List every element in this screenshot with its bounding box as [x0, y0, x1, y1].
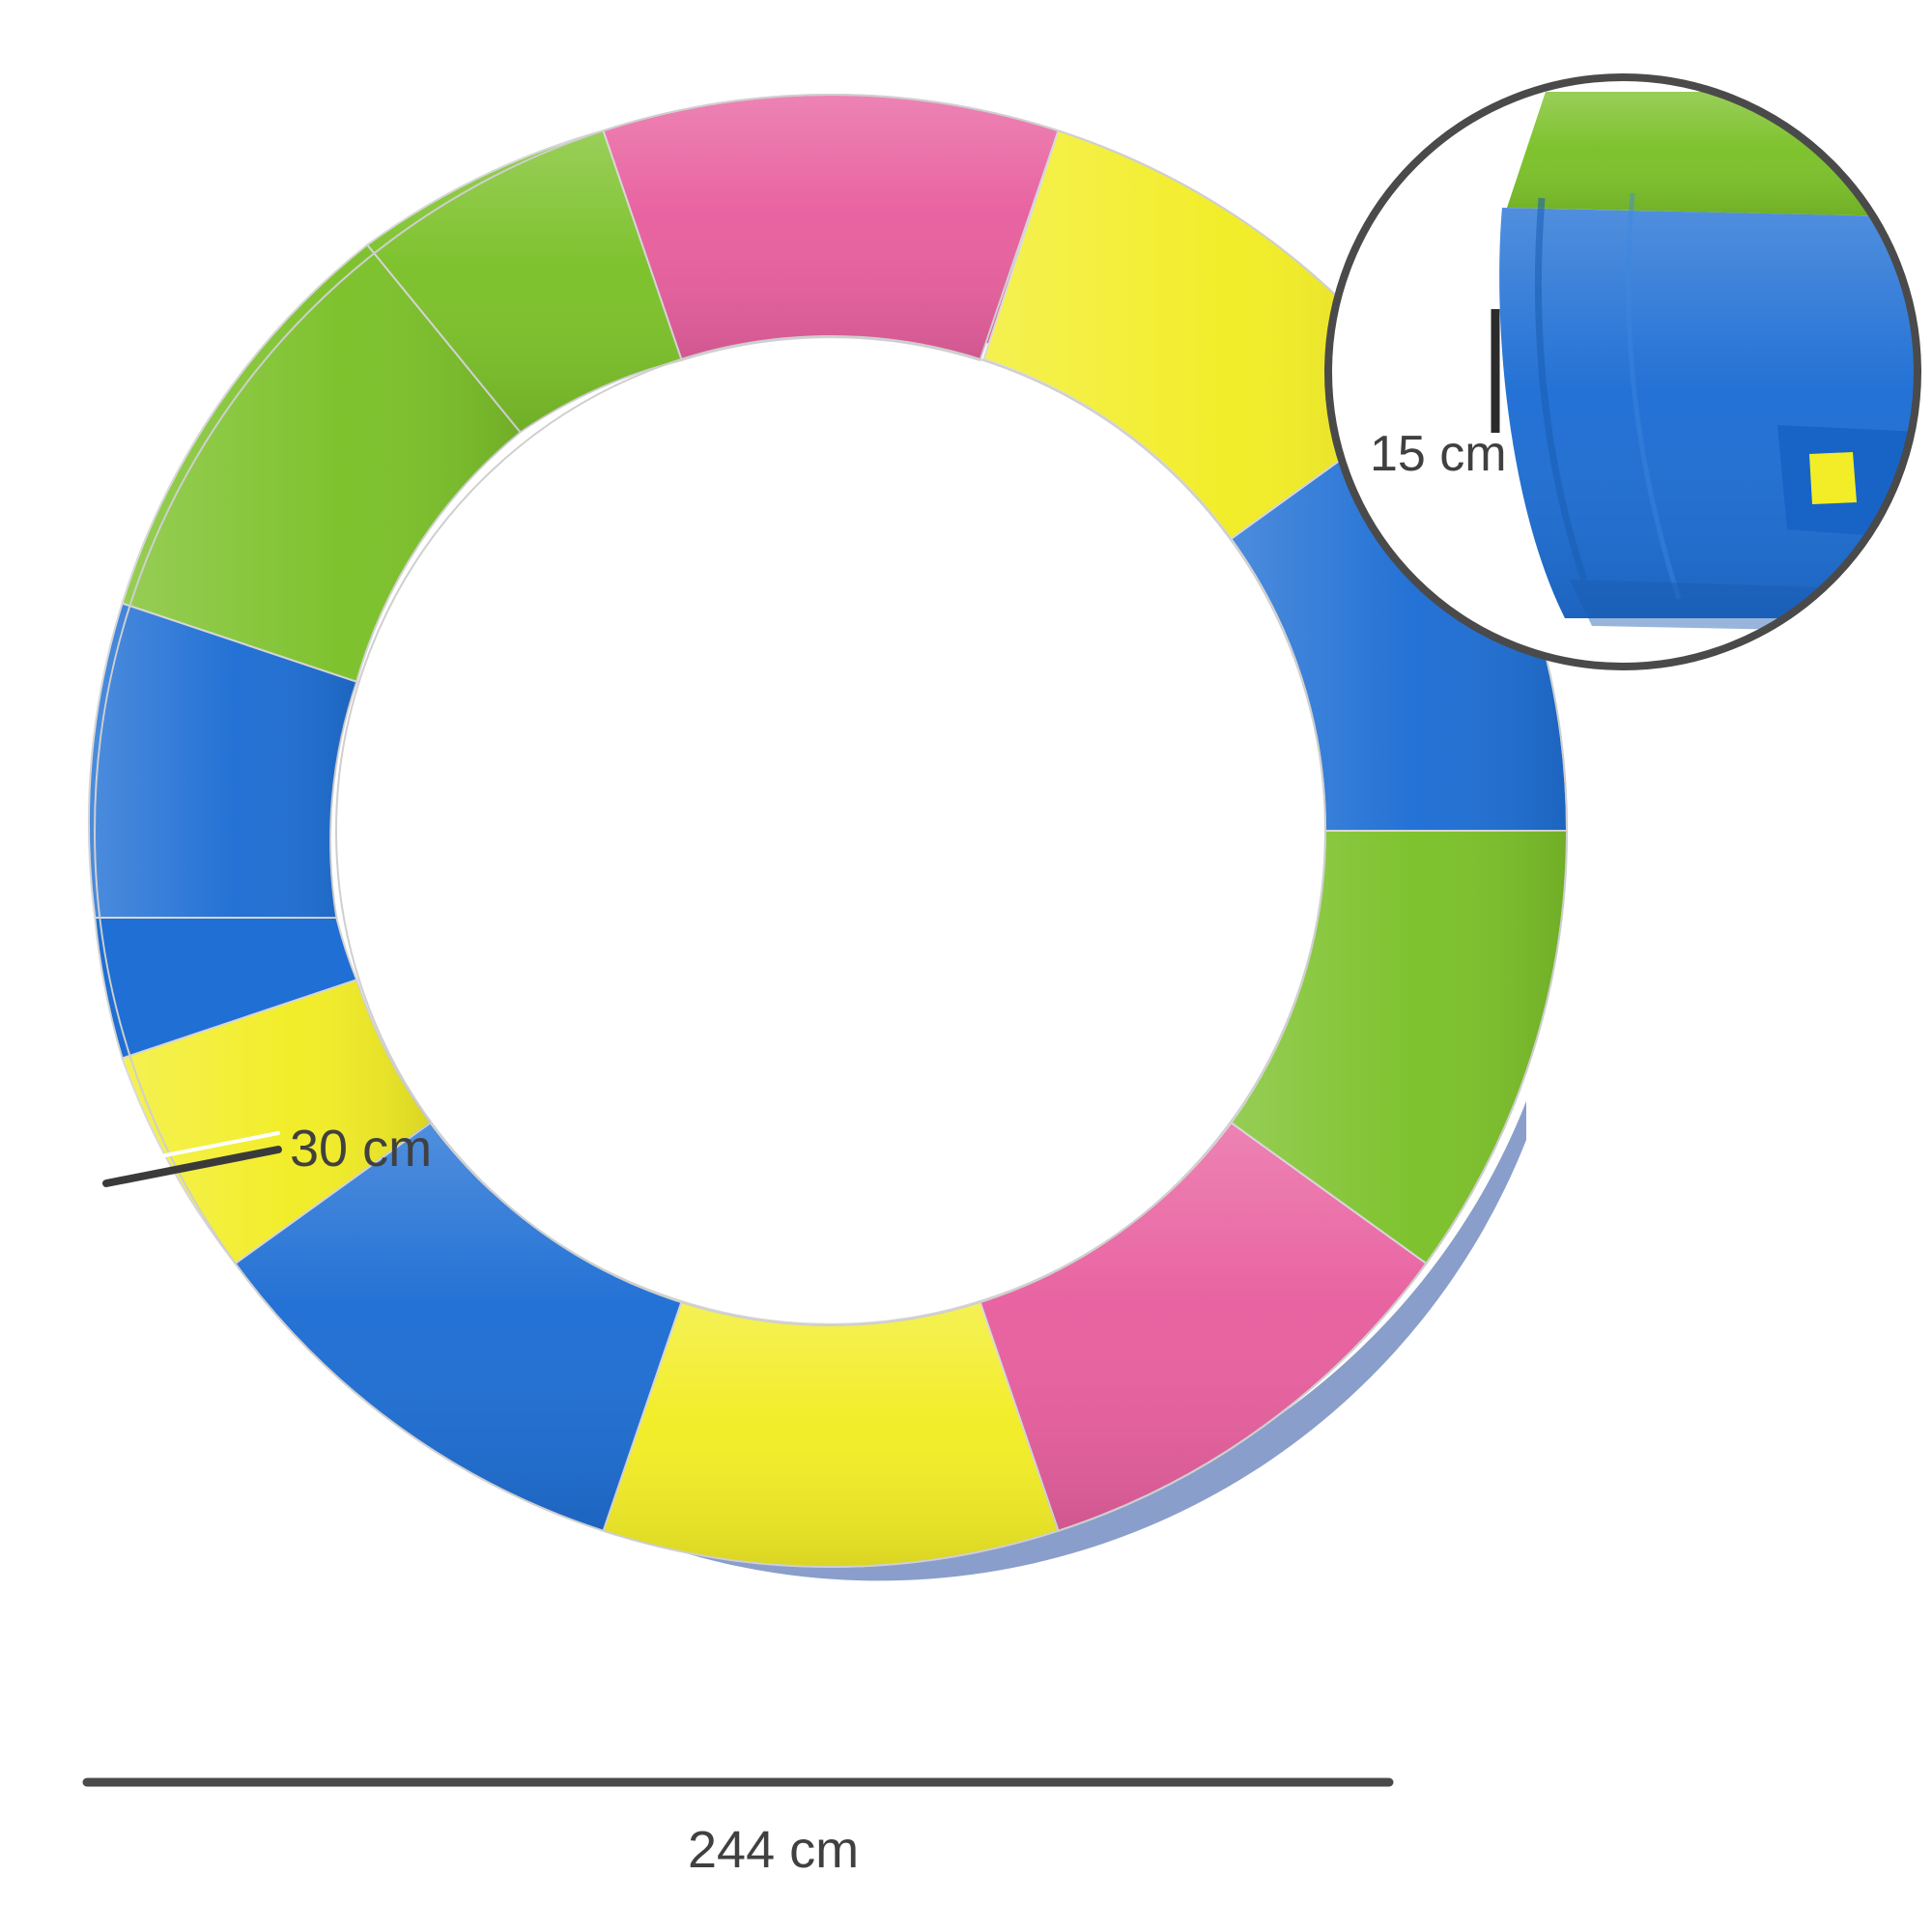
- segment-pink-top: [602, 94, 1060, 362]
- segment-yellow-bottom: [602, 1299, 1060, 1568]
- pad-width-dimension-line: [102, 1131, 282, 1187]
- segment-green-right-lower: [1230, 830, 1569, 1265]
- segment-yellow-lower-left: [121, 979, 432, 1265]
- pad-width-label: 30 cm: [290, 1120, 433, 1178]
- segment-blue-left: [88, 602, 358, 919]
- segment-green-top-left: [365, 129, 683, 434]
- edge-thickness-detail-callout: [1324, 73, 1921, 670]
- pad-thickness-label: 15 cm: [1370, 426, 1507, 482]
- diameter-label: 244 cm: [688, 1821, 860, 1879]
